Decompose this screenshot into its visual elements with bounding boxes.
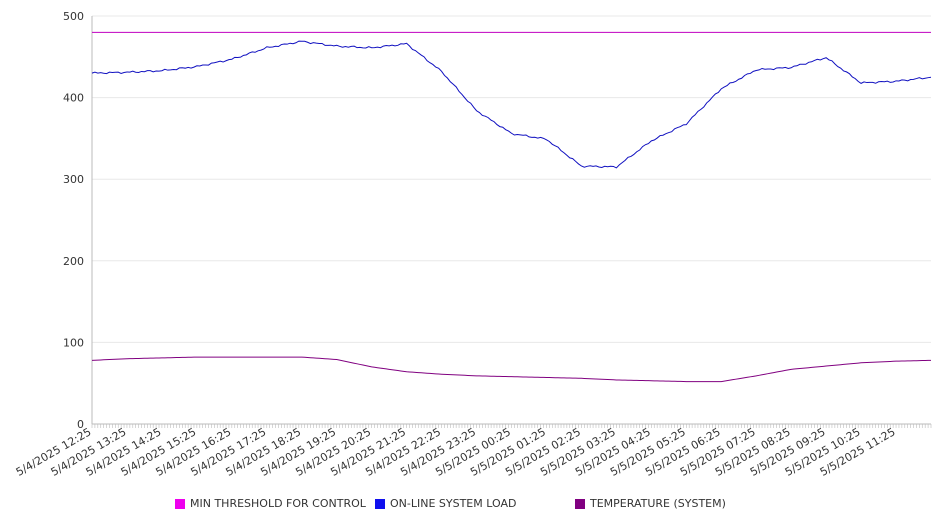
y-tick-label: 300	[63, 173, 84, 186]
legend-label: MIN THRESHOLD FOR CONTROL	[190, 497, 366, 510]
y-tick-label: 400	[63, 92, 84, 105]
x-axis-minor-ticks	[91, 424, 932, 428]
legend-item-min-threshold[interactable]: MIN THRESHOLD FOR CONTROL	[175, 497, 366, 510]
gridlines	[92, 15, 931, 343]
legend-item-temperature[interactable]: TEMPERATURE (SYSTEM)	[575, 497, 726, 510]
y-tick-label: 100	[63, 336, 84, 349]
y-tick-label: 0	[77, 418, 84, 431]
legend-item-system-load[interactable]: ON-LINE SYSTEM LOAD	[375, 497, 516, 510]
x-axis-tick-labels: 5/4/2025 12:255/4/2025 13:255/4/2025 14:…	[14, 425, 898, 479]
y-axis-ticks: 0 100 200 300 400 500	[63, 10, 84, 431]
series-line-1	[91, 40, 932, 169]
legend-swatch	[575, 498, 585, 509]
legend-label: ON-LINE SYSTEM LOAD	[390, 497, 517, 510]
y-tick-label: 500	[63, 10, 84, 23]
legend-label: TEMPERATURE (SYSTEM)	[590, 497, 726, 510]
series-lines	[91, 31, 932, 383]
legend: MIN THRESHOLD FOR CONTROL ON-LINE SYSTEM…	[0, 497, 946, 515]
legend-swatch	[175, 498, 185, 509]
y-tick-label: 200	[63, 255, 84, 268]
legend-swatch	[375, 498, 385, 509]
series-line-2	[91, 356, 932, 383]
